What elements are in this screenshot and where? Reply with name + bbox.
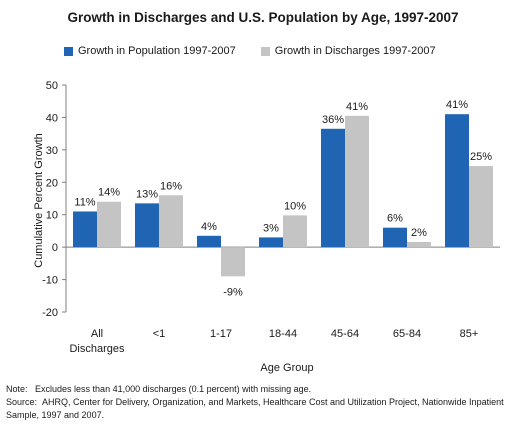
y-axis-title: Cumulative Percent Growth — [33, 133, 45, 268]
discharges-bar — [97, 201, 121, 248]
x-tick-label: 18-44 — [269, 328, 297, 340]
discharges-data-label: -9% — [223, 286, 243, 298]
x-tick-label: <1 — [153, 328, 166, 340]
discharges-bar — [345, 115, 369, 248]
discharges-data-label: 10% — [284, 200, 306, 212]
legend-label-discharges: Growth in Discharges 1997-2007 — [274, 45, 436, 57]
discharges-data-label: 2% — [411, 227, 427, 239]
y-tick-label: 40 — [46, 112, 58, 124]
y-tick-label: 30 — [46, 145, 58, 157]
population-data-label: 41% — [446, 99, 468, 111]
y-tick-label: 0 — [52, 242, 58, 254]
discharges-data-label: 16% — [160, 180, 182, 192]
note-text: Excludes less than 41,000 discharges (0.… — [35, 384, 312, 394]
x-tick-label: 85+ — [460, 328, 479, 340]
discharges-bar — [159, 195, 183, 248]
x-tick-label: All — [91, 328, 103, 340]
y-tick-label: -20 — [42, 307, 58, 319]
discharges-data-label: 25% — [470, 151, 492, 163]
source-text: AHRQ, Center for Delivery, Organization,… — [6, 397, 504, 420]
chart-note: Note: Excludes less than 41,000 discharg… — [6, 383, 311, 396]
population-bar — [321, 128, 345, 248]
source-label: Source: — [6, 397, 38, 407]
legend-item-discharges: Growth in Discharges 1997-2007 — [260, 45, 436, 57]
population-bar — [383, 227, 407, 248]
discharges-bar — [469, 166, 493, 248]
x-tick-label: 45-64 — [331, 328, 359, 340]
x-tick-label: 1-17 — [210, 328, 232, 340]
discharges-bar — [221, 247, 245, 277]
legend-label-population: Growth in Population 1997-2007 — [78, 45, 236, 57]
discharges-bar — [407, 241, 431, 248]
legend: Growth in Population 1997-2007 Growth in… — [64, 44, 461, 58]
population-bar — [197, 235, 221, 248]
population-data-label: 36% — [322, 114, 344, 126]
population-data-label: 13% — [136, 188, 158, 200]
x-axis-title: Age Group — [260, 362, 313, 374]
legend-swatch-discharges — [260, 46, 270, 56]
legend-swatch-population — [64, 46, 73, 56]
note-label: Note: — [6, 384, 28, 394]
population-bar — [135, 203, 159, 248]
discharges-data-label: 14% — [98, 187, 120, 199]
x-tick-label: Discharges — [69, 343, 125, 355]
population-data-label: 4% — [201, 221, 217, 233]
population-data-label: 3% — [263, 222, 279, 234]
bar-chart-plot: 50403020100-10-2011%14%AllDischarges13%1… — [33, 80, 500, 374]
discharges-data-label: 41% — [346, 101, 368, 113]
discharges-bar — [283, 215, 307, 248]
y-tick-label: -10 — [42, 275, 58, 287]
y-tick-label: 50 — [46, 80, 58, 92]
population-bar — [259, 237, 283, 248]
y-tick-label: 20 — [46, 177, 58, 189]
population-bar — [445, 114, 469, 248]
chart-source: Source: AHRQ, Center for Delivery, Organ… — [6, 396, 522, 422]
population-bar — [73, 211, 97, 248]
population-data-label: 6% — [387, 213, 403, 225]
population-data-label: 11% — [74, 196, 95, 208]
chart-title: Growth in Discharges and U.S. Population… — [67, 10, 459, 25]
legend-item-population: Growth in Population 1997-2007 — [64, 45, 236, 57]
x-tick-label: 65-84 — [393, 328, 421, 340]
y-tick-label: 10 — [46, 210, 58, 222]
